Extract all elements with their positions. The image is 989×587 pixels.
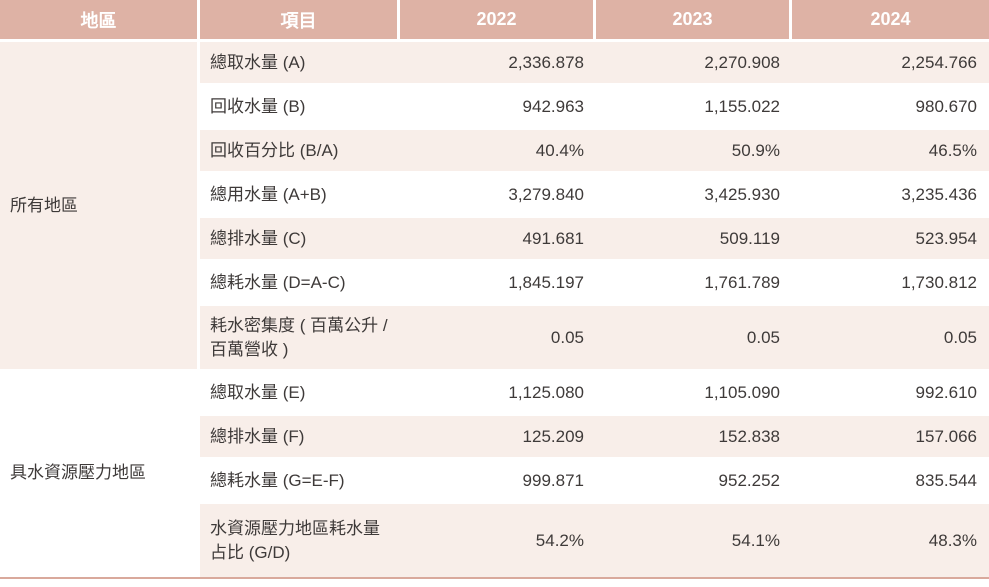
value-cell-2023: 0.05: [596, 306, 792, 372]
value-cell-2024: 835.544: [792, 460, 989, 504]
value-cell-2022: 491.681: [400, 218, 596, 262]
column-header-2: 2022: [400, 0, 596, 42]
value-cell-2024: 523.954: [792, 218, 989, 262]
column-header-1: 項目: [200, 0, 400, 42]
value-cell-2024: 46.5%: [792, 130, 989, 174]
value-cell-2023: 1,155.022: [596, 86, 792, 130]
item-label-cell: 回收百分比 (B/A): [200, 130, 400, 174]
value-cell-2022: 1,845.197: [400, 262, 596, 306]
table-row: 回收百分比 (B/A) 40.4% 50.9% 46.5%: [0, 130, 989, 174]
item-label-cell: 回收水量 (B): [200, 86, 400, 130]
table-row: 總排水量 (C) 491.681 509.119 523.954: [0, 218, 989, 262]
value-cell-2023: 3,425.930: [596, 174, 792, 218]
table-row: 所有地區 總取水量 (A) 2,336.878 2,270.908 2,254.766: [0, 42, 989, 372]
table-row: 回收水量 (B) 942.963 1,155.022 980.670: [0, 86, 989, 130]
value-cell-2022: 1,125.080: [400, 372, 596, 416]
value-cell-2023: 54.1%: [596, 504, 792, 577]
table-row: 具水資源壓力地區 總取水量 (E) 1,125.080 1,105.090 992.61…: [0, 372, 989, 577]
value-cell-2022: 0.05: [400, 306, 596, 372]
value-cell-2023: 2,270.908: [596, 42, 792, 86]
value-cell-2022: 3,279.840: [400, 174, 596, 218]
value-cell-2024: 992.610: [792, 372, 989, 416]
table-row: 水資源壓力地區耗水量占比 (G/D) 54.2% 54.1% 48.3%: [0, 504, 989, 577]
value-cell-2022: 54.2%: [400, 504, 596, 577]
table-row: 耗水密集度 ( 百萬公升 / 百萬營收 ) 0.05 0.05 0.05: [0, 306, 989, 372]
value-cell-2022: 942.963: [400, 86, 596, 130]
item-label-cell: 水資源壓力地區耗水量占比 (G/D): [200, 504, 400, 577]
value-cell-2024: 1,730.812: [792, 262, 989, 306]
item-label-cell: 總耗水量 (G=E-F): [200, 460, 400, 504]
value-cell-2024: 980.670: [792, 86, 989, 130]
value-cell-2023: 152.838: [596, 416, 792, 460]
table-row: 總耗水量 (G=E-F) 999.871 952.252 835.544: [0, 460, 989, 504]
item-label-cell: 總耗水量 (D=A-C): [200, 262, 400, 306]
item-label-cell: 耗水密集度 ( 百萬公升 / 百萬營收 ): [200, 306, 400, 372]
value-cell-2024: 48.3%: [792, 504, 989, 577]
item-label-cell: 總取水量 (A): [200, 42, 400, 86]
item-label-cell: 總取水量 (E): [200, 372, 400, 416]
value-cell-2023: 1,761.789: [596, 262, 792, 306]
value-cell-2024: 0.05: [792, 306, 989, 372]
column-header-4: 2024: [792, 0, 989, 42]
item-label-cell: 總用水量 (A+B): [200, 174, 400, 218]
column-header-3: 2023: [596, 0, 792, 42]
value-cell-2024: 3,235.436: [792, 174, 989, 218]
value-cell-2023: 1,105.090: [596, 372, 792, 416]
value-cell-2024: 2,254.766: [792, 42, 989, 86]
value-cell-2023: 952.252: [596, 460, 792, 504]
value-cell-2023: 509.119: [596, 218, 792, 262]
table-row: 總用水量 (A+B) 3,279.840 3,425.930 3,235.436: [0, 174, 989, 218]
value-cell-2022: 999.871: [400, 460, 596, 504]
table-row: 總排水量 (F) 125.209 152.838 157.066: [0, 416, 989, 460]
table-header-row: 地區 項目 2022 2023 2024: [0, 0, 989, 42]
region-cell: 具水資源壓力地區: [0, 372, 200, 577]
value-cell-2022: 2,336.878: [400, 42, 596, 86]
value-cell-2023: 50.9%: [596, 130, 792, 174]
value-cell-2024: 157.066: [792, 416, 989, 460]
value-cell-2022: 125.209: [400, 416, 596, 460]
item-label-cell: 總排水量 (F): [200, 416, 400, 460]
region-cell: 所有地區: [0, 42, 200, 372]
value-cell-2022: 40.4%: [400, 130, 596, 174]
item-label-cell: 總排水量 (C): [200, 218, 400, 262]
table-row: 總耗水量 (D=A-C) 1,845.197 1,761.789 1,730.812: [0, 262, 989, 306]
column-header-0: 地區: [0, 0, 200, 42]
